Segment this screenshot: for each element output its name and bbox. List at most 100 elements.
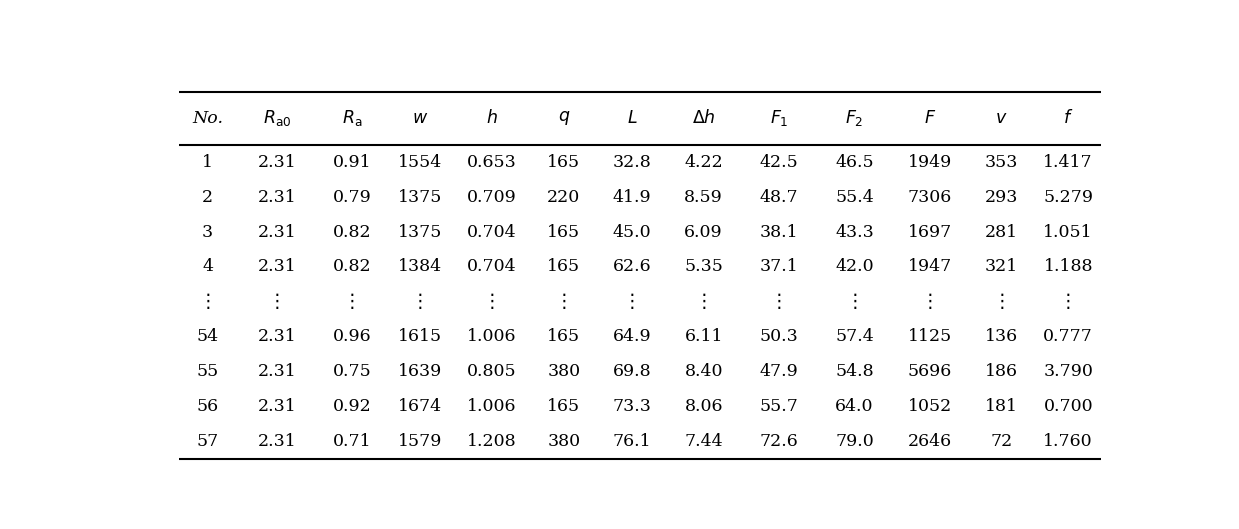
Text: 1.006: 1.006 <box>467 328 517 345</box>
Text: 1697: 1697 <box>908 224 952 241</box>
Text: 380: 380 <box>548 433 580 450</box>
Text: 48.7: 48.7 <box>760 189 798 206</box>
Text: 1125: 1125 <box>908 328 952 345</box>
Text: ⋮: ⋮ <box>555 292 574 311</box>
Text: 69.8: 69.8 <box>612 363 652 380</box>
Text: $\Delta h$: $\Delta h$ <box>691 110 716 127</box>
Text: 1639: 1639 <box>398 363 442 380</box>
Text: 3.790: 3.790 <box>1043 363 1093 380</box>
Text: $R_{\mathrm{a0}}$: $R_{\mathrm{a0}}$ <box>263 108 291 129</box>
Text: 1384: 1384 <box>398 259 442 276</box>
Text: 2.31: 2.31 <box>258 224 296 241</box>
Text: 0.700: 0.700 <box>1043 398 1093 415</box>
Text: 1949: 1949 <box>908 154 952 171</box>
Text: 76.1: 76.1 <box>612 433 652 450</box>
Text: 165: 165 <box>548 224 580 241</box>
Text: ⋮: ⋮ <box>694 292 714 311</box>
Text: 47.9: 47.9 <box>760 363 798 380</box>
Text: ⋮: ⋮ <box>622 292 642 311</box>
Text: 2.31: 2.31 <box>258 328 296 345</box>
Text: 6.09: 6.09 <box>684 224 724 241</box>
Text: $R_{\mathrm{a}}$: $R_{\mathrm{a}}$ <box>342 108 363 129</box>
Text: 0.71: 0.71 <box>333 433 372 450</box>
Text: 38.1: 38.1 <box>760 224 798 241</box>
Text: 4: 4 <box>202 259 213 276</box>
Text: 8.59: 8.59 <box>684 189 724 206</box>
Text: 1947: 1947 <box>908 259 952 276</box>
Text: ⋮: ⋮ <box>845 292 864 311</box>
Text: 2.31: 2.31 <box>258 259 296 276</box>
Text: 43.3: 43.3 <box>835 224 873 241</box>
Text: 353: 353 <box>985 154 1018 171</box>
Text: 186: 186 <box>985 363 1018 380</box>
Text: 54.8: 54.8 <box>835 363 873 380</box>
Text: 3: 3 <box>202 224 213 241</box>
Text: 46.5: 46.5 <box>835 154 873 171</box>
Text: 0.75: 0.75 <box>333 363 372 380</box>
Text: ⋮: ⋮ <box>343 292 362 311</box>
Text: 1052: 1052 <box>908 398 952 415</box>
Text: 8.06: 8.06 <box>684 398 722 415</box>
Text: $w$: $w$ <box>413 110 429 127</box>
Text: 57.4: 57.4 <box>835 328 873 345</box>
Text: $F_2$: $F_2$ <box>845 108 864 129</box>
Text: 2: 2 <box>202 189 213 206</box>
Text: 4.22: 4.22 <box>684 154 724 171</box>
Text: 42.5: 42.5 <box>760 154 798 171</box>
Text: ⋮: ⋮ <box>992 292 1011 311</box>
Text: 0.79: 0.79 <box>333 189 372 206</box>
Text: 1.417: 1.417 <box>1043 154 1093 171</box>
Text: No.: No. <box>192 110 223 127</box>
Text: $f$: $f$ <box>1063 110 1073 127</box>
Text: 0.91: 0.91 <box>333 154 372 171</box>
Text: 0.704: 0.704 <box>467 259 517 276</box>
Text: 37.1: 37.1 <box>760 259 798 276</box>
Text: 0.92: 0.92 <box>333 398 372 415</box>
Text: 5696: 5696 <box>908 363 952 380</box>
Text: $F_1$: $F_1$ <box>769 108 788 129</box>
Text: 50.3: 50.3 <box>760 328 798 345</box>
Text: 0.653: 0.653 <box>467 154 517 171</box>
Text: 1.051: 1.051 <box>1043 224 1093 241</box>
Text: 54: 54 <box>197 328 219 345</box>
Text: ⋮: ⋮ <box>921 292 939 311</box>
Text: 1375: 1375 <box>398 224 442 241</box>
Text: 1579: 1579 <box>398 433 442 450</box>
Text: 165: 165 <box>548 328 580 345</box>
Text: 55: 55 <box>197 363 219 380</box>
Text: ⋮: ⋮ <box>268 292 286 311</box>
Text: 1674: 1674 <box>398 398 442 415</box>
Text: 2.31: 2.31 <box>258 154 296 171</box>
Text: 1615: 1615 <box>398 328 442 345</box>
Text: ⋮: ⋮ <box>198 292 217 311</box>
Text: 293: 293 <box>985 189 1018 206</box>
Text: 281: 281 <box>985 224 1018 241</box>
Text: 41.9: 41.9 <box>612 189 652 206</box>
Text: 32.8: 32.8 <box>612 154 652 171</box>
Text: $L$: $L$ <box>627 110 637 127</box>
Text: 165: 165 <box>548 398 580 415</box>
Text: ⋮: ⋮ <box>769 292 788 311</box>
Text: 1.006: 1.006 <box>467 398 517 415</box>
Text: 165: 165 <box>548 154 580 171</box>
Text: ⋮: ⋮ <box>483 292 502 311</box>
Text: $q$: $q$ <box>558 110 570 127</box>
Text: 5.35: 5.35 <box>684 259 724 276</box>
Text: 0.82: 0.82 <box>333 224 372 241</box>
Text: 0.805: 0.805 <box>467 363 517 380</box>
Text: 2.31: 2.31 <box>258 398 296 415</box>
Text: 1554: 1554 <box>398 154 442 171</box>
Text: 321: 321 <box>985 259 1018 276</box>
Text: 0.82: 0.82 <box>333 259 372 276</box>
Text: 1.208: 1.208 <box>467 433 517 450</box>
Text: $h$: $h$ <box>486 110 498 127</box>
Text: 0.777: 0.777 <box>1043 328 1093 345</box>
Text: 8.40: 8.40 <box>684 363 722 380</box>
Text: 55.7: 55.7 <box>760 398 799 415</box>
Text: 64.9: 64.9 <box>612 328 652 345</box>
Text: 0.709: 0.709 <box>467 189 517 206</box>
Text: 72.6: 72.6 <box>760 433 798 450</box>
Text: 165: 165 <box>548 259 580 276</box>
Text: 181: 181 <box>985 398 1018 415</box>
Text: 56: 56 <box>197 398 219 415</box>
